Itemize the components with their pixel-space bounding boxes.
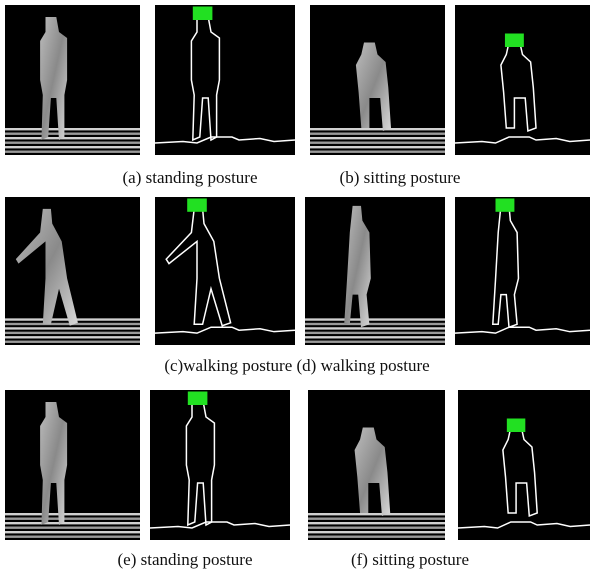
image-panel [305, 197, 445, 345]
image-panel [5, 5, 140, 155]
image-panel [455, 5, 590, 155]
floor-stripe [5, 341, 140, 343]
floor-stripe [5, 146, 140, 148]
floor-stripe [305, 336, 445, 338]
image-panel [5, 197, 140, 345]
background [305, 197, 445, 345]
background [458, 390, 590, 540]
floor-stripe [5, 518, 140, 520]
image-panel [150, 390, 290, 540]
floor-stripe [5, 137, 140, 139]
floor-stripe [5, 327, 140, 329]
head-marker [188, 392, 208, 406]
floor-stripe [310, 128, 445, 130]
floor-stripe [305, 323, 445, 325]
floor-stripe [308, 522, 445, 524]
image-panel [155, 197, 295, 345]
floor-stripe [5, 536, 140, 538]
head-marker [505, 34, 524, 48]
head-marker [496, 198, 515, 211]
floor-stripe [5, 151, 140, 153]
image-panels [5, 5, 590, 540]
background [455, 5, 590, 155]
floor-stripe [308, 531, 445, 533]
floor-stripe [5, 522, 140, 524]
floor-stripe [310, 146, 445, 148]
floor-stripe [5, 332, 140, 334]
image-panel [308, 390, 445, 540]
figure: (a) standing posture (b) sitting posture… [0, 0, 595, 574]
floor-stripe [310, 142, 445, 144]
image-panel [155, 5, 295, 155]
caption: (f) sitting posture [351, 550, 469, 569]
floor-stripe [305, 327, 445, 329]
head-marker [193, 7, 213, 21]
head-marker [507, 419, 525, 433]
floor-stripe [310, 137, 445, 139]
floor-stripe [305, 318, 445, 320]
floor-stripe [5, 531, 140, 533]
image-panel [310, 5, 445, 155]
floor-stripe [305, 341, 445, 343]
caption: (e) standing posture [117, 550, 252, 569]
image-panel [455, 197, 590, 345]
floor-stripe [308, 518, 445, 520]
background [455, 197, 590, 345]
background [155, 5, 295, 155]
floor-stripe [308, 536, 445, 538]
floor-stripe [310, 151, 445, 153]
head-marker [187, 198, 207, 211]
floor-stripe [5, 128, 140, 130]
image-panel [458, 390, 590, 540]
floor-stripe [305, 332, 445, 334]
floor-stripe [5, 142, 140, 144]
background [150, 390, 290, 540]
image-panel [5, 390, 140, 540]
floor-stripe [5, 527, 140, 529]
floor-stripe [5, 133, 140, 135]
floor-stripe [308, 527, 445, 529]
floor-stripe [5, 513, 140, 515]
floor-stripe [310, 133, 445, 135]
caption: (c)walking posture (d) walking posture [164, 356, 429, 375]
floor-stripe [5, 336, 140, 338]
caption: (a) standing posture [122, 168, 257, 187]
caption: (b) sitting posture [340, 168, 461, 187]
floor-stripe [308, 513, 445, 515]
background [155, 197, 295, 345]
